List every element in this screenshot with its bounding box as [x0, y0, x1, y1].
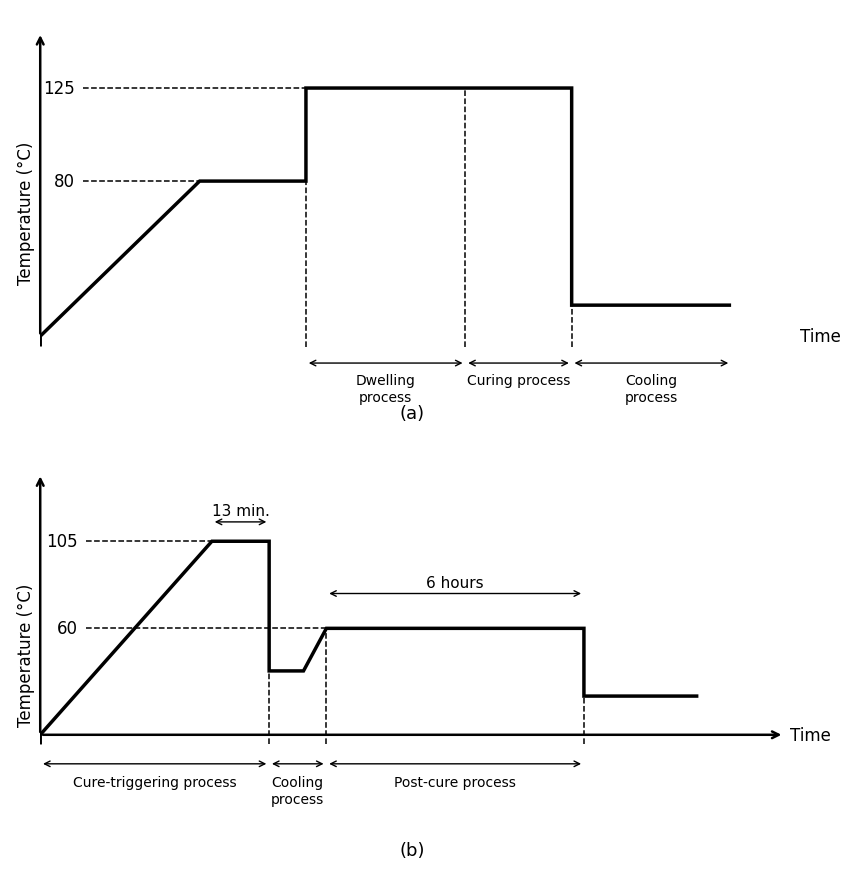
Text: 6 hours: 6 hours [426, 575, 484, 590]
Y-axis label: Temperature (°C): Temperature (°C) [16, 141, 34, 284]
Y-axis label: Temperature (°C): Temperature (°C) [16, 583, 34, 726]
Text: 125: 125 [43, 80, 74, 98]
Text: Cure-triggering process: Cure-triggering process [73, 775, 236, 789]
Text: 80: 80 [54, 173, 74, 191]
Text: 13 min.: 13 min. [211, 503, 270, 518]
Text: (a): (a) [400, 405, 425, 423]
Text: (b): (b) [400, 841, 425, 860]
Text: Post-cure process: Post-cure process [395, 775, 516, 789]
Text: Cooling
process: Cooling process [625, 374, 678, 404]
Text: Time: Time [800, 327, 841, 346]
Text: Cooling
process: Cooling process [271, 775, 324, 806]
Text: 60: 60 [56, 620, 77, 637]
Text: 105: 105 [46, 533, 77, 551]
Text: Time: Time [790, 726, 831, 744]
Text: Curing process: Curing process [467, 374, 570, 388]
Text: Dwelling
process: Dwelling process [356, 374, 416, 404]
